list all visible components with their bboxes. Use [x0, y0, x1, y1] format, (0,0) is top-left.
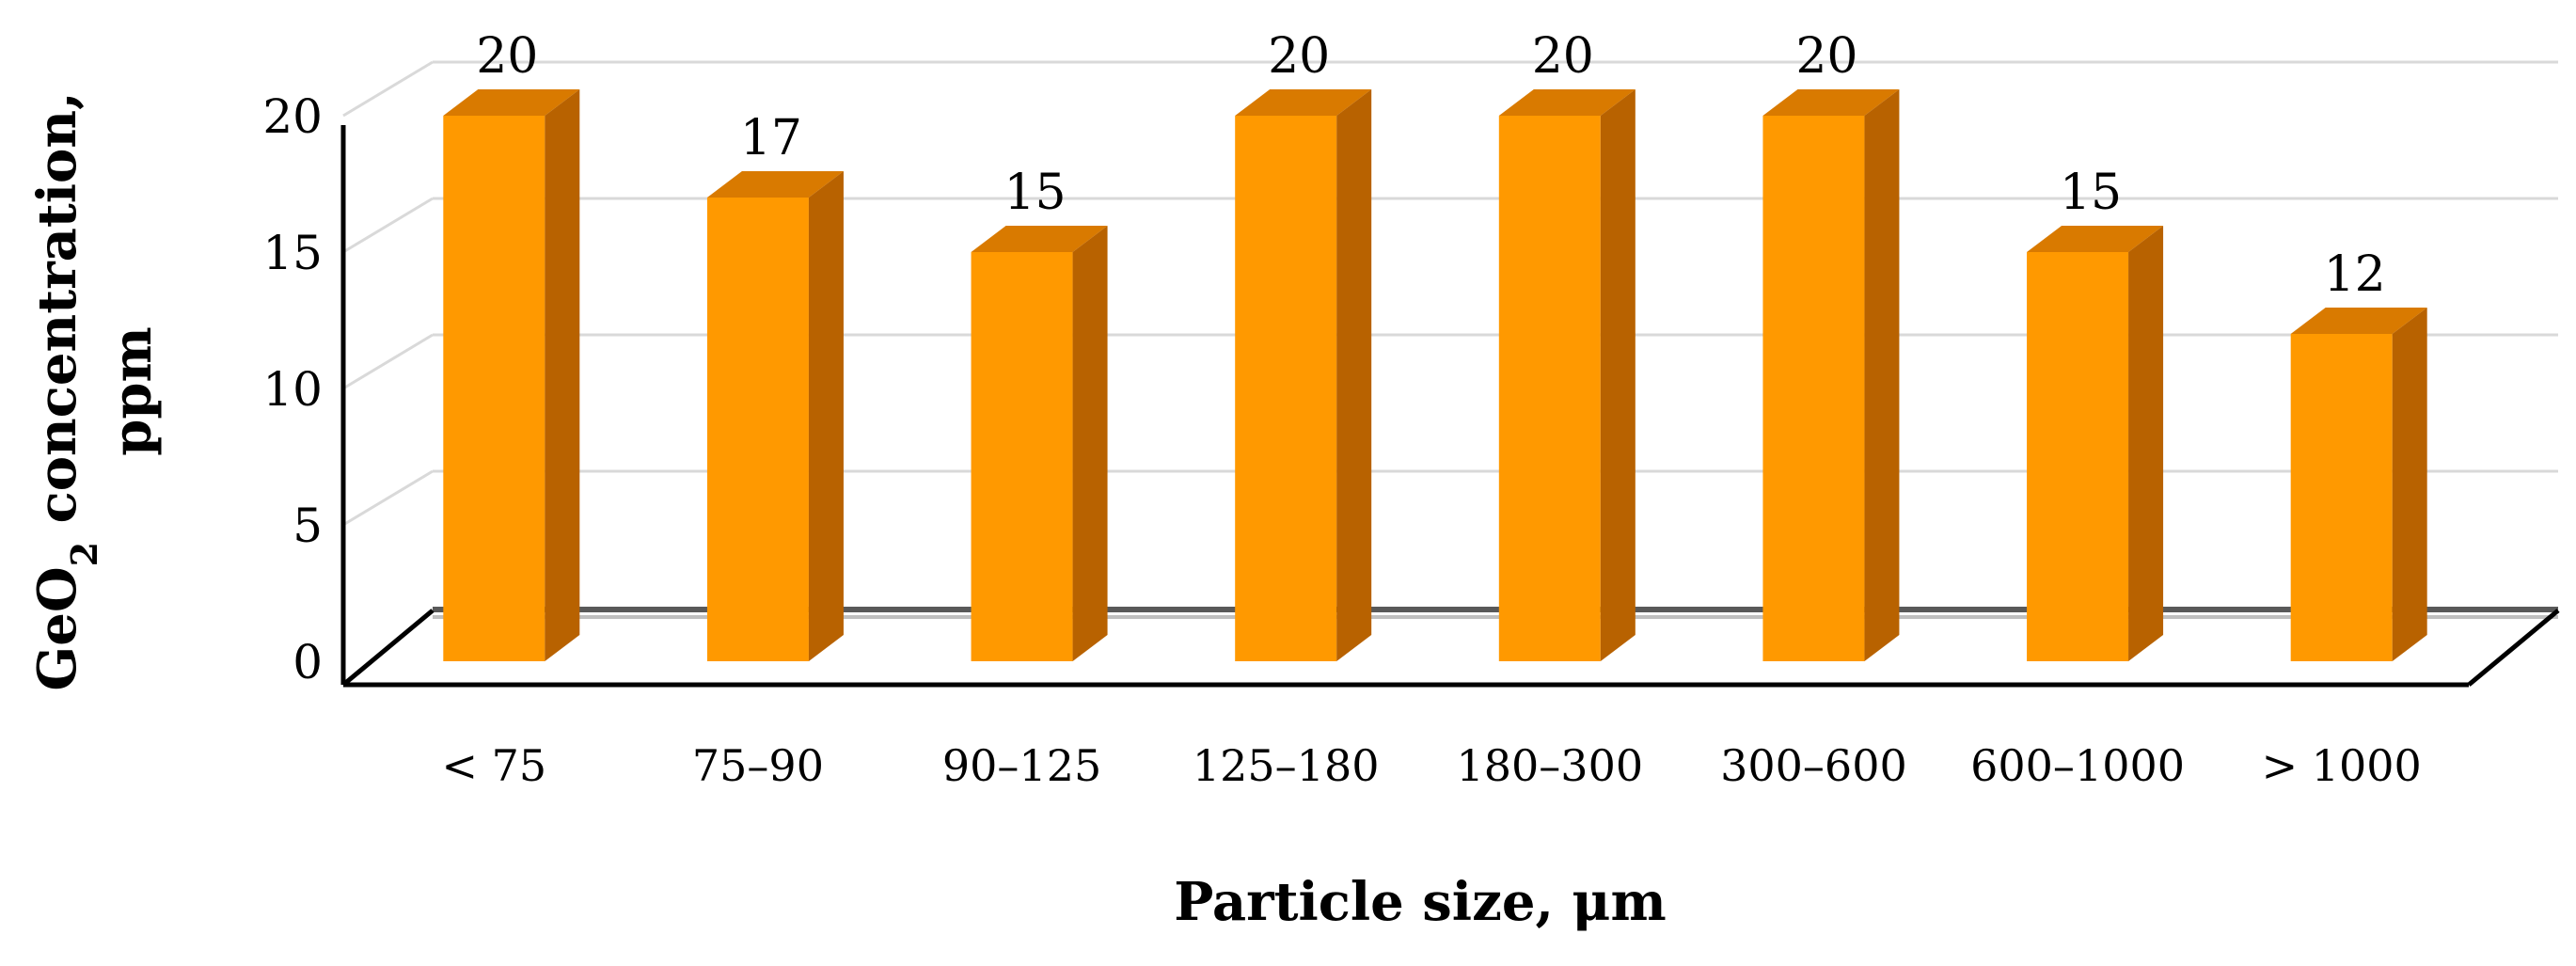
data-label-3: 20 — [1268, 28, 1330, 85]
data-label-5: 20 — [1795, 28, 1857, 85]
bar-top-6 — [2027, 226, 2164, 252]
bar-top-5 — [1762, 89, 1900, 116]
x-axis-title: Particle size, μm — [1174, 871, 1667, 933]
floor-plane — [343, 631, 2558, 685]
bar-1 — [706, 198, 809, 661]
x-tick-label-4: 180–300 — [1457, 740, 1644, 791]
bar-top-0 — [443, 89, 580, 116]
bar-top-4 — [1498, 89, 1636, 116]
bar-7 — [2290, 334, 2393, 661]
bar-3 — [1235, 116, 1337, 661]
y-axis-title-subscript: 2 — [63, 542, 105, 566]
bar-0 — [443, 116, 545, 661]
gridline-diagonal-20 — [342, 60, 434, 118]
x-tick-label-1: 75–90 — [692, 740, 824, 791]
data-label-2: 15 — [1004, 165, 1066, 221]
gridline-diagonal-15 — [342, 197, 434, 254]
y-tick-label: 0 — [292, 635, 323, 689]
x-tick-label-2: 90–125 — [942, 740, 1101, 791]
axes — [340, 125, 2560, 688]
bar-2 — [971, 252, 1073, 661]
data-label-4: 20 — [1532, 28, 1594, 85]
data-labels: 20 17 15 20 20 20 15 12 — [476, 28, 2386, 303]
x-tick-labels: < 75 75–90 90–125 125–180 180–300 300–600 600–… — [441, 740, 2421, 791]
y-axis-title-suffix: concentration, — [26, 91, 88, 541]
bars — [443, 89, 2427, 661]
x-axis-depth-line — [2467, 609, 2560, 687]
bar-side-4 — [1600, 89, 1636, 661]
bar-side-3 — [1336, 89, 1372, 661]
bar-side-2 — [1072, 226, 1108, 661]
gridline-diagonal-5 — [342, 469, 434, 527]
data-label-1: 17 — [740, 110, 802, 166]
y-tick-label: 10 — [262, 362, 323, 417]
x-tick-label-6: 600–1000 — [1970, 740, 2185, 791]
gridlines — [342, 60, 2558, 527]
y-axis-title-prefix: GeO — [26, 566, 88, 690]
y-axis-title-unit: ppm — [102, 326, 164, 456]
y-tick-label: 5 — [292, 499, 323, 553]
gridline-diagonal-10 — [342, 333, 434, 390]
bar-top-1 — [706, 171, 844, 198]
bar-side-5 — [1864, 89, 1900, 661]
bar-side-1 — [808, 171, 844, 661]
bar-side-7 — [2392, 308, 2427, 661]
bar-top-2 — [971, 226, 1108, 252]
bar-side-0 — [545, 89, 580, 661]
bar-6 — [2027, 252, 2129, 661]
y-tick-label: 15 — [262, 226, 323, 280]
bar-top-7 — [2290, 308, 2427, 334]
data-label-7: 12 — [2324, 246, 2386, 303]
bar-4 — [1498, 116, 1601, 661]
bar-5 — [1762, 116, 1865, 661]
x-tick-label-3: 125–180 — [1193, 740, 1380, 791]
data-label-6: 15 — [2060, 165, 2122, 221]
x-tick-label-7: > 1000 — [2262, 740, 2422, 791]
y-axis-title: GeO2 concentration, — [26, 91, 105, 690]
bar-top-3 — [1235, 89, 1372, 116]
x-tick-label-5: 300–600 — [1720, 740, 1907, 791]
x-tick-label-0: < 75 — [441, 740, 546, 791]
bar-side-6 — [2128, 226, 2164, 661]
y-axis-depth-line — [341, 609, 435, 687]
y-tick-labels: 0 5 10 15 20 — [262, 89, 323, 689]
data-label-0: 20 — [476, 28, 538, 85]
y-tick-label: 20 — [262, 89, 323, 144]
